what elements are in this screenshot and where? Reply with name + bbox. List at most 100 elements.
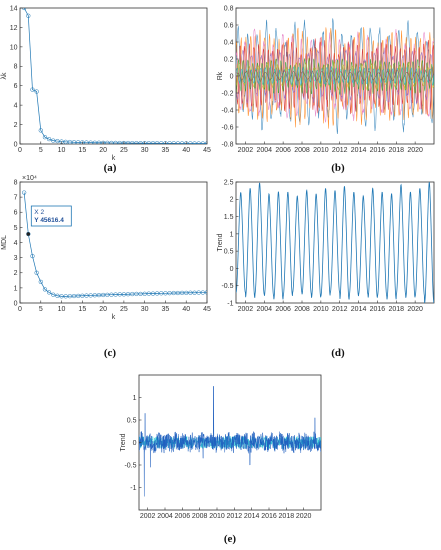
- data-point: [46, 290, 52, 295]
- x-tick-label: 2006: [275, 306, 291, 313]
- x-tick-label: 5: [39, 306, 43, 313]
- x-tick-label: 20: [99, 147, 107, 154]
- data-point: [192, 141, 197, 144]
- data-point: [80, 293, 85, 298]
- y-tick-label: 1.5: [224, 214, 234, 221]
- x-tick-label: 40: [182, 147, 190, 154]
- y-tick-label: 5: [14, 225, 18, 232]
- data-point: [163, 141, 168, 144]
- data-point: [196, 141, 201, 144]
- x-tick-label: 40: [182, 306, 190, 313]
- plot-area-d: [235, 181, 435, 304]
- data-point: [179, 141, 185, 144]
- data-point: [96, 140, 102, 144]
- x-tick-label: 10: [58, 147, 66, 154]
- data-point: [130, 291, 135, 297]
- y-tick-label: -0.5: [124, 462, 136, 469]
- data-point: [84, 293, 89, 298]
- data-point: [204, 290, 207, 295]
- data-point: [146, 291, 151, 296]
- data-point: [22, 190, 27, 195]
- x-tick-label: 15: [78, 306, 86, 313]
- x-tick-label: 0: [18, 147, 22, 154]
- x-tick-label: 5: [39, 147, 43, 154]
- data-point: [30, 87, 35, 92]
- data-point: [55, 293, 60, 298]
- data-point: [154, 141, 160, 144]
- y-tick-label: 0.8: [224, 5, 234, 12]
- y-tick-label: 12: [10, 25, 18, 32]
- x-tick-label: 2018: [388, 306, 404, 313]
- data-point: [34, 89, 39, 94]
- data-point: [46, 136, 52, 142]
- y-tick-label: -0.2: [221, 90, 233, 97]
- data-point: [188, 141, 193, 144]
- x-axis-label: k: [112, 155, 116, 162]
- x-tick-label: 2012: [227, 513, 243, 520]
- x-tick-label: 2016: [261, 513, 277, 520]
- data-point: [125, 140, 131, 144]
- trend-line: [236, 182, 434, 303]
- data-point: [63, 139, 68, 144]
- x-tick-label: 30: [141, 306, 149, 313]
- data-point: [113, 292, 118, 297]
- datatip-x: X 2: [34, 209, 44, 216]
- datatip-y: Y 45616.4: [34, 217, 64, 224]
- data-point: [100, 140, 106, 144]
- data-point: [92, 140, 97, 144]
- data-point: [76, 140, 81, 144]
- data-point: [51, 138, 56, 143]
- y-tick-label: 0: [14, 300, 18, 307]
- datatip-marker: [26, 232, 31, 236]
- data-point: [200, 141, 205, 144]
- data-point: [100, 292, 106, 298]
- data-point: [163, 291, 168, 296]
- data-point: [51, 292, 56, 297]
- x-tick-label: 2014: [351, 306, 367, 313]
- data-point: [188, 290, 193, 295]
- data-point: [150, 141, 156, 144]
- panel-caption: (a): [104, 162, 117, 174]
- y-axis-label: λk: [1, 72, 8, 80]
- x-tick-label: 2014: [244, 513, 260, 520]
- series-group-b: [236, 18, 434, 135]
- data-point: [171, 141, 176, 144]
- x-tick-label: 2012: [332, 306, 348, 313]
- data-point: [96, 292, 102, 298]
- y-tick-label: 8: [14, 179, 18, 186]
- datatip-box[interactable]: [30, 205, 72, 227]
- x-tick-label: 35: [162, 306, 170, 313]
- data-point: [121, 140, 127, 144]
- y-tick-label: 4: [14, 240, 18, 247]
- component-line: [236, 57, 434, 95]
- panel-caption: (c): [104, 347, 117, 359]
- component-line: [236, 27, 434, 129]
- data-point: [92, 293, 97, 298]
- data-point: [171, 290, 176, 296]
- data-point: [117, 140, 122, 144]
- series-line: [23, 8, 207, 144]
- x-tick-label: 0: [18, 306, 22, 313]
- data-point: [196, 290, 201, 295]
- x-tick-label: 2004: [157, 513, 173, 520]
- x-tick-label: 35: [162, 147, 170, 154]
- data-point: [134, 291, 139, 297]
- data-point: [121, 292, 127, 297]
- series-line: [23, 192, 207, 297]
- y-tick-label: 6: [14, 83, 18, 90]
- x-tick-label: 2002: [238, 306, 254, 313]
- y-tick-label: 3: [14, 255, 18, 262]
- y-tick-label: -1: [130, 485, 136, 492]
- series-group-a: [22, 8, 207, 144]
- y-tick-label: 1: [14, 285, 18, 292]
- y-tick-label: 0.6: [224, 22, 234, 29]
- data-point: [192, 290, 197, 295]
- y-tick-label: 0.5: [224, 249, 234, 256]
- data-point: [142, 291, 147, 296]
- data-point: [138, 140, 143, 144]
- component-line: [236, 61, 434, 91]
- data-point: [26, 231, 31, 237]
- y-tick-label: 1: [230, 231, 234, 238]
